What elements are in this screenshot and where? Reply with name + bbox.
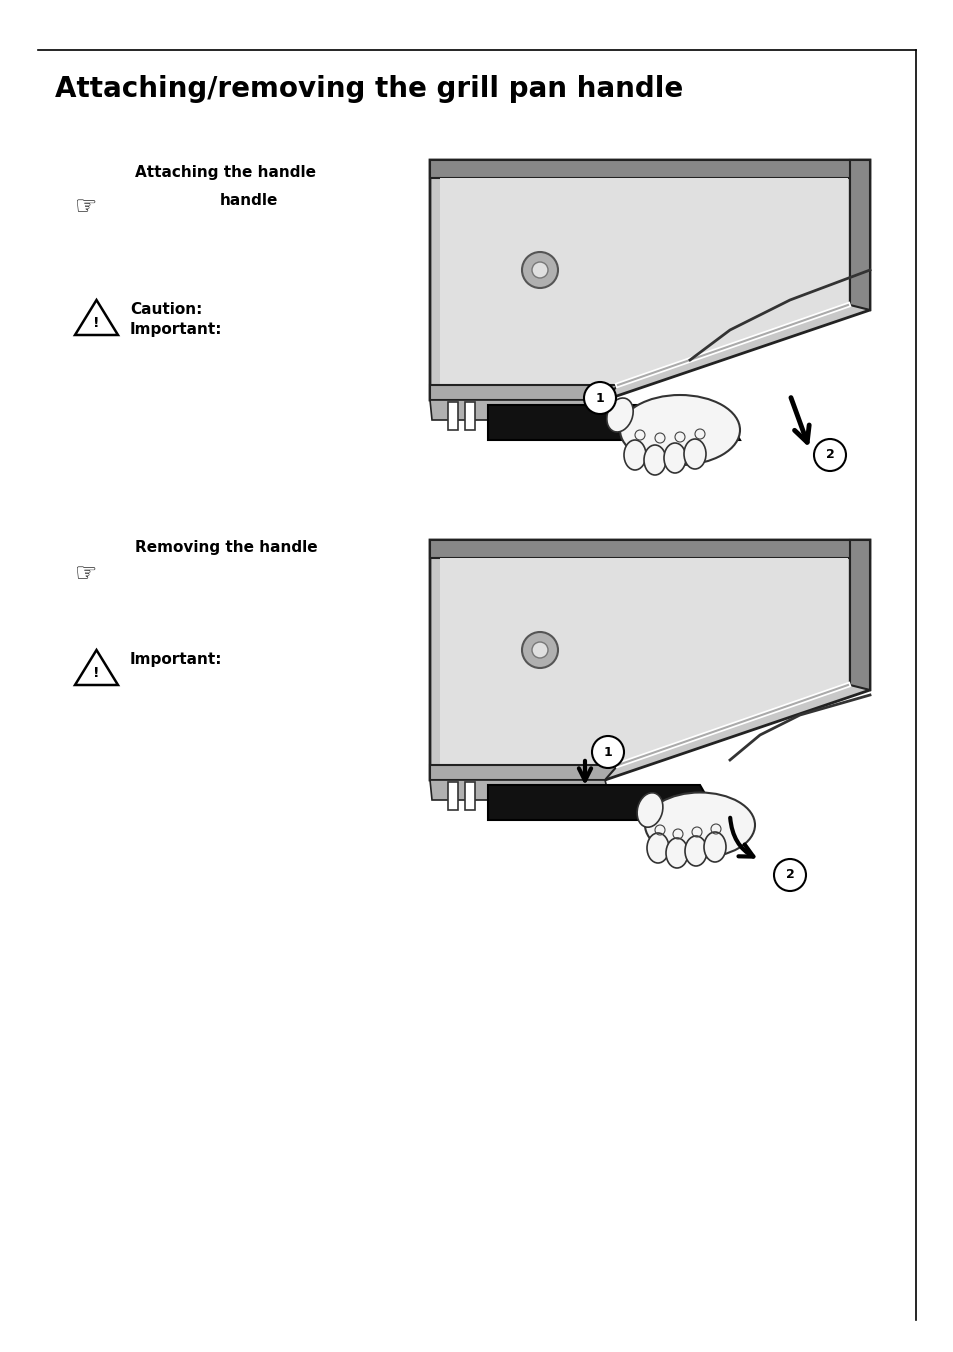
Ellipse shape	[623, 439, 645, 470]
Polygon shape	[488, 406, 740, 439]
Polygon shape	[430, 765, 618, 780]
Text: !: !	[93, 667, 100, 680]
Bar	[464, 781, 475, 810]
Text: ☞: ☞	[75, 195, 97, 219]
Text: Attaching/removing the grill pan handle: Attaching/removing the grill pan handle	[55, 74, 682, 103]
Polygon shape	[430, 385, 618, 400]
Ellipse shape	[637, 792, 662, 827]
Circle shape	[521, 631, 558, 668]
Polygon shape	[849, 160, 869, 310]
Circle shape	[532, 262, 547, 279]
Polygon shape	[430, 780, 609, 800]
Ellipse shape	[619, 395, 740, 465]
Polygon shape	[430, 160, 869, 400]
Circle shape	[592, 735, 623, 768]
Ellipse shape	[644, 792, 754, 857]
Ellipse shape	[703, 831, 725, 863]
Circle shape	[773, 859, 805, 891]
Ellipse shape	[643, 445, 665, 475]
Polygon shape	[439, 178, 847, 385]
Text: Attaching the handle: Attaching the handle	[135, 165, 315, 180]
Bar	[448, 781, 457, 810]
Bar	[448, 402, 457, 430]
Ellipse shape	[684, 836, 706, 867]
Ellipse shape	[646, 833, 668, 863]
Circle shape	[813, 439, 845, 470]
Text: !: !	[93, 316, 100, 330]
Polygon shape	[430, 400, 609, 420]
Text: 2: 2	[824, 449, 834, 461]
Polygon shape	[430, 539, 869, 558]
Text: Caution:: Caution:	[130, 301, 202, 316]
Text: 1: 1	[603, 745, 612, 758]
Text: handle: handle	[220, 193, 278, 208]
Ellipse shape	[606, 397, 633, 433]
Text: Important:: Important:	[130, 652, 222, 667]
Circle shape	[532, 642, 547, 658]
Circle shape	[583, 383, 616, 414]
Text: 2: 2	[785, 868, 794, 882]
Bar	[464, 402, 475, 430]
Circle shape	[521, 251, 558, 288]
Polygon shape	[439, 558, 847, 765]
Text: 1: 1	[595, 392, 604, 404]
Polygon shape	[849, 539, 869, 690]
Text: Removing the handle: Removing the handle	[135, 539, 317, 556]
Ellipse shape	[683, 439, 705, 469]
Text: Important:: Important:	[130, 322, 222, 337]
Polygon shape	[430, 160, 869, 178]
Ellipse shape	[665, 838, 687, 868]
Text: ☞: ☞	[75, 562, 97, 585]
Polygon shape	[430, 539, 869, 780]
Polygon shape	[488, 786, 720, 821]
Ellipse shape	[663, 443, 685, 473]
